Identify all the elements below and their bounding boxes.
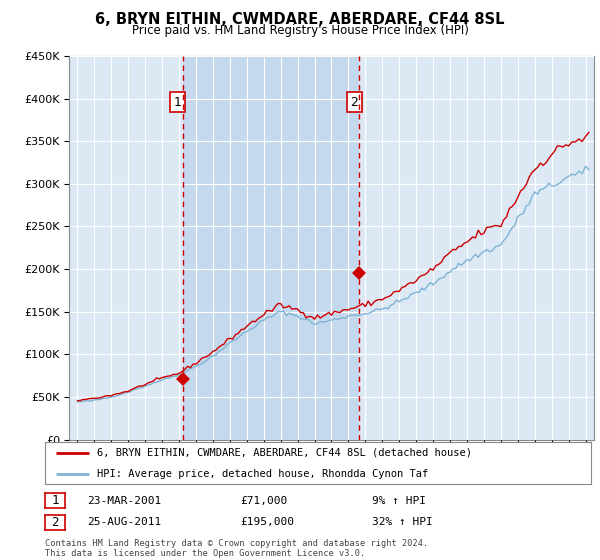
- Text: Contains HM Land Registry data © Crown copyright and database right 2024.
This d: Contains HM Land Registry data © Crown c…: [45, 539, 428, 558]
- Text: 9% ↑ HPI: 9% ↑ HPI: [372, 496, 426, 506]
- Text: 2: 2: [350, 96, 358, 109]
- Text: 1: 1: [174, 96, 182, 109]
- Text: 1: 1: [51, 494, 59, 507]
- Text: 23-MAR-2001: 23-MAR-2001: [87, 496, 161, 506]
- Text: HPI: Average price, detached house, Rhondda Cynon Taf: HPI: Average price, detached house, Rhon…: [97, 469, 428, 479]
- Text: 32% ↑ HPI: 32% ↑ HPI: [372, 517, 433, 528]
- Text: 2: 2: [51, 516, 59, 529]
- Text: 25-AUG-2011: 25-AUG-2011: [87, 517, 161, 528]
- Text: Price paid vs. HM Land Registry's House Price Index (HPI): Price paid vs. HM Land Registry's House …: [131, 24, 469, 36]
- Text: 6, BRYN EITHIN, CWMDARE, ABERDARE, CF44 8SL: 6, BRYN EITHIN, CWMDARE, ABERDARE, CF44 …: [95, 12, 505, 27]
- Text: £195,000: £195,000: [240, 517, 294, 528]
- Bar: [183, 56, 359, 440]
- Text: 6, BRYN EITHIN, CWMDARE, ABERDARE, CF44 8SL (detached house): 6, BRYN EITHIN, CWMDARE, ABERDARE, CF44 …: [97, 448, 472, 458]
- Text: £71,000: £71,000: [240, 496, 287, 506]
